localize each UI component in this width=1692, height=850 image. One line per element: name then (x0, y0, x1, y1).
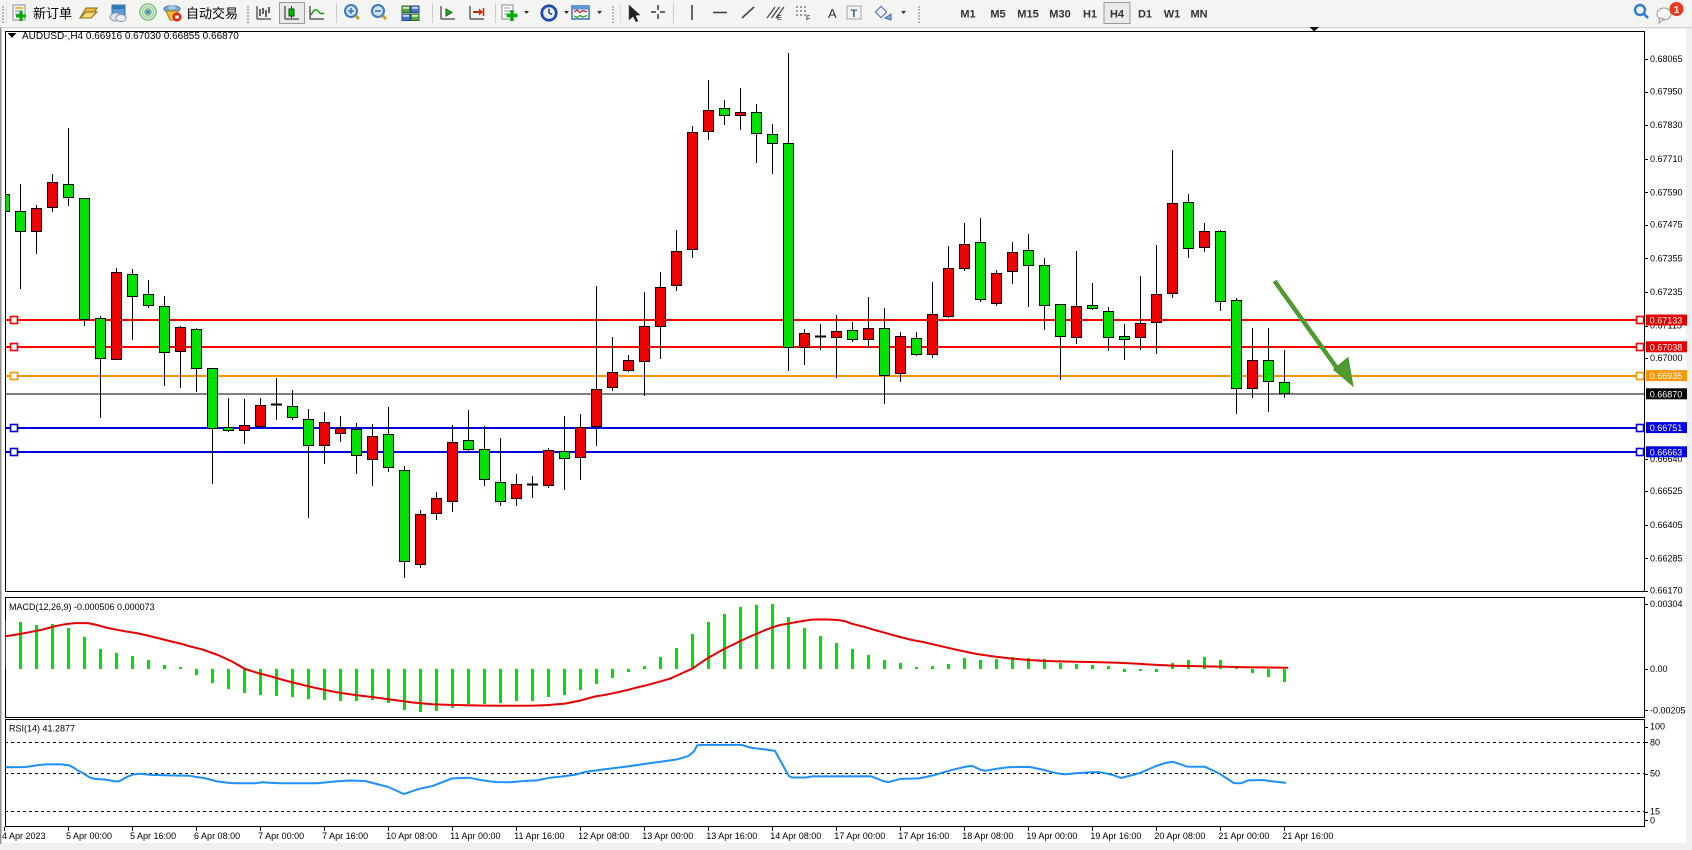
svg-text:0.66405: 0.66405 (1650, 520, 1683, 530)
svg-text:0.00: 0.00 (1650, 664, 1668, 674)
svg-text:0.67235: 0.67235 (1650, 287, 1683, 297)
svg-text:21 Apr 00:00: 21 Apr 00:00 (1218, 831, 1269, 841)
svg-text:M30: M30 (1049, 9, 1070, 21)
svg-text:13 Apr 00:00: 13 Apr 00:00 (642, 831, 693, 841)
svg-text:0.67133: 0.67133 (1650, 316, 1683, 326)
svg-text:0.67950: 0.67950 (1650, 87, 1683, 97)
svg-text:T: T (851, 8, 858, 20)
svg-text:W1: W1 (1164, 9, 1181, 21)
svg-text:D1: D1 (1138, 9, 1152, 21)
svg-text:0.67115: 0.67115 (1650, 321, 1682, 331)
svg-text:4 Apr 2023: 4 Apr 2023 (2, 831, 46, 841)
svg-text:M1: M1 (960, 9, 975, 21)
svg-text:7 Apr 00:00: 7 Apr 00:00 (258, 831, 304, 841)
svg-text:11 Apr 00:00: 11 Apr 00:00 (450, 831, 500, 841)
svg-text:0.66751: 0.66751 (1650, 423, 1683, 433)
svg-text:14 Apr 08:00: 14 Apr 08:00 (770, 831, 821, 841)
svg-text:17 Apr 16:00: 17 Apr 16:00 (898, 831, 949, 841)
svg-text:0.00304: 0.00304 (1650, 599, 1683, 609)
svg-text:0.66285: 0.66285 (1650, 554, 1683, 564)
svg-text:E: E (777, 15, 782, 22)
svg-text:7 Apr 16:00: 7 Apr 16:00 (322, 831, 368, 841)
svg-text:100: 100 (1650, 722, 1665, 732)
svg-text:5 Apr 16:00: 5 Apr 16:00 (130, 831, 176, 841)
svg-text:6 Apr 08:00: 6 Apr 08:00 (194, 831, 240, 841)
svg-text:5 Apr 00:00: 5 Apr 00:00 (66, 831, 112, 841)
svg-text:0.67710: 0.67710 (1650, 154, 1683, 164)
svg-text:19 Apr 16:00: 19 Apr 16:00 (1090, 831, 1141, 841)
svg-text:18 Apr 08:00: 18 Apr 08:00 (962, 831, 1013, 841)
svg-text:-0.00205: -0.00205 (1650, 706, 1686, 716)
svg-text:0.66663: 0.66663 (1650, 447, 1683, 457)
svg-text:19 Apr 00:00: 19 Apr 00:00 (1026, 831, 1077, 841)
svg-text:0.66935: 0.66935 (1650, 371, 1683, 381)
svg-text:MN: MN (1190, 9, 1207, 21)
svg-text:M5: M5 (990, 9, 1005, 21)
svg-text:自动交易: 自动交易 (186, 6, 238, 21)
svg-text:17 Apr 00:00: 17 Apr 00:00 (834, 831, 885, 841)
svg-text:0: 0 (1650, 816, 1655, 826)
svg-text:H4: H4 (1110, 9, 1125, 21)
svg-text:M15: M15 (1017, 9, 1038, 21)
svg-text:13 Apr 16:00: 13 Apr 16:00 (706, 831, 757, 841)
svg-text:12 Apr 08:00: 12 Apr 08:00 (578, 831, 629, 841)
svg-text:RSI(14) 41.2877: RSI(14) 41.2877 (9, 724, 75, 734)
svg-text:50: 50 (1650, 769, 1660, 779)
svg-text:新订单: 新订单 (33, 6, 72, 21)
svg-text:1: 1 (1674, 5, 1680, 16)
svg-text:0.66640: 0.66640 (1650, 454, 1683, 464)
svg-text:21 Apr 16:00: 21 Apr 16:00 (1282, 831, 1333, 841)
svg-text:H1: H1 (1083, 9, 1097, 21)
svg-text:0.66870: 0.66870 (1650, 389, 1683, 399)
svg-text:0.67000: 0.67000 (1650, 353, 1683, 363)
svg-text:0.67830: 0.67830 (1650, 120, 1683, 130)
svg-text:15: 15 (1650, 807, 1660, 817)
svg-text:AUDUSD-,H4 0.66916 0.67030 0.: AUDUSD-,H4 0.66916 0.67030 0.66855 0.668… (22, 31, 239, 42)
svg-text:0.67590: 0.67590 (1650, 187, 1683, 197)
svg-text:0.67355: 0.67355 (1650, 253, 1683, 263)
svg-text:0.68065: 0.68065 (1650, 54, 1683, 64)
svg-text:MACD(12,26,9) -0.000506 0.0000: MACD(12,26,9) -0.000506 0.000073 (9, 602, 155, 612)
svg-text:0.66525: 0.66525 (1650, 486, 1683, 496)
svg-text:0.66170: 0.66170 (1650, 586, 1683, 596)
svg-text:10 Apr 08:00: 10 Apr 08:00 (386, 831, 437, 841)
svg-text:11 Apr 16:00: 11 Apr 16:00 (514, 831, 564, 841)
svg-text:A: A (828, 6, 837, 21)
svg-text:0.67475: 0.67475 (1650, 220, 1683, 230)
svg-text:F: F (806, 16, 810, 23)
svg-text:0.67038: 0.67038 (1650, 342, 1683, 352)
svg-text:20 Apr 08:00: 20 Apr 08:00 (1154, 831, 1205, 841)
svg-text:80: 80 (1650, 738, 1660, 748)
